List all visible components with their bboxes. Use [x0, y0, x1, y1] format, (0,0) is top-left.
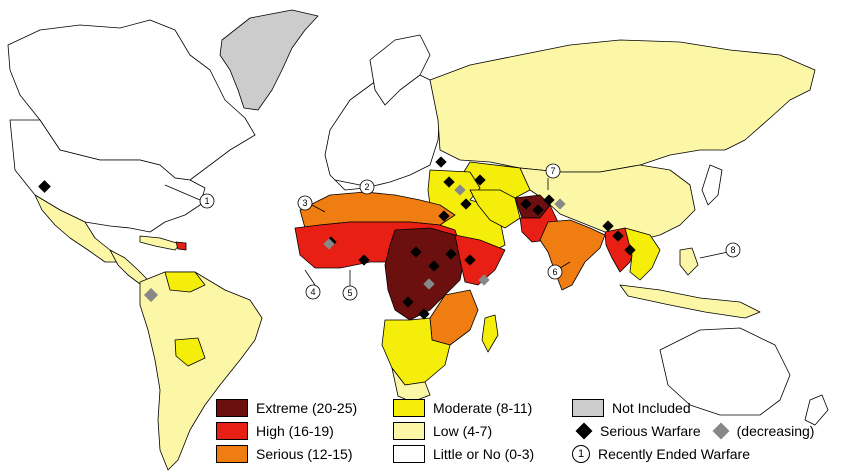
- callout-number: 4: [310, 287, 315, 297]
- warfare-marker: [38, 180, 51, 193]
- warfare-marker: [543, 194, 555, 206]
- warfare-marker: [438, 210, 450, 222]
- callout-circle: [305, 284, 321, 300]
- haiti-region: [175, 241, 187, 251]
- callouts: [164, 163, 741, 301]
- warfare-marker: [624, 244, 636, 256]
- south-africa-region: [391, 367, 431, 403]
- warfare-marker: [428, 260, 440, 272]
- bolivia-region: [174, 337, 206, 367]
- callout-number: 7: [550, 166, 555, 176]
- callout-circle: [297, 195, 313, 211]
- callout-circle: [725, 242, 741, 258]
- warfare-marker: [602, 220, 614, 232]
- callout-number: 2: [364, 182, 369, 192]
- callout-number: 6: [552, 267, 557, 277]
- greenland-region: [219, 9, 319, 111]
- callout-number: 1: [204, 196, 209, 206]
- china-region: [519, 164, 696, 241]
- australia-region: [659, 327, 791, 416]
- decreasing-marker: [423, 278, 435, 290]
- iran-region: [469, 189, 521, 229]
- warfare-marker: [474, 174, 486, 186]
- japan-region: [701, 164, 723, 206]
- warfare-marker: [464, 254, 476, 266]
- warfare-marker: [520, 198, 532, 210]
- warfare-marker: [443, 176, 455, 188]
- callout-circle: [547, 264, 563, 280]
- india-region: [539, 219, 606, 291]
- warfare-marker: [418, 308, 430, 320]
- decreasing-marker: [554, 198, 566, 210]
- warfare-marker: [435, 156, 447, 168]
- decreasing-marker: [323, 238, 335, 250]
- south-america-region: [139, 271, 263, 471]
- russia-region: [429, 39, 816, 173]
- callout-number: 8: [730, 245, 735, 255]
- indonesia-region: [619, 284, 761, 319]
- warfare-marker: [460, 198, 472, 210]
- callout-circle: [545, 163, 561, 179]
- warfare-marker: [612, 230, 624, 242]
- decreasing-marker: [143, 287, 159, 303]
- warfare-markers: [38, 156, 636, 320]
- warfare-marker: [445, 248, 457, 260]
- scandinavia-region: [369, 34, 431, 106]
- madagascar-region: [481, 314, 499, 353]
- warfare-marker: [410, 246, 422, 258]
- new-zealand-region: [804, 394, 829, 426]
- southeast-asia-region: [624, 227, 661, 281]
- warfare-marker: [402, 296, 414, 308]
- warfare-marker: [358, 254, 370, 266]
- decreasing-marker: [454, 184, 466, 196]
- mexico-region: [34, 194, 119, 263]
- decreasing-marker: [478, 274, 490, 286]
- callout-circle: [342, 285, 358, 301]
- central-america-region: [109, 249, 149, 285]
- callout-number: 3: [302, 198, 307, 208]
- warfare-marker: [532, 204, 544, 216]
- venezuela-region: [164, 271, 206, 293]
- philippines-region: [679, 247, 699, 276]
- callout-circle: [359, 179, 375, 195]
- caribbean-region: [139, 235, 181, 251]
- callout-circle: [199, 193, 215, 209]
- callout-number: 5: [347, 288, 352, 298]
